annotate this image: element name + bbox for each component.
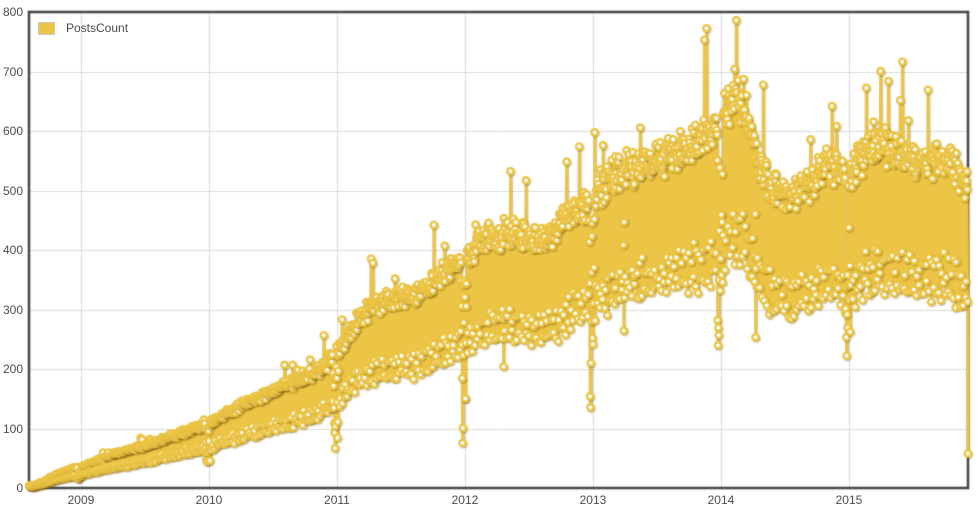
- x-axis-label: 2010: [195, 493, 223, 506]
- legend-label: PostsCount: [66, 21, 129, 35]
- y-axis-label: 800: [2, 5, 23, 19]
- y-axis-label: 200: [2, 362, 23, 376]
- x-axis-label: 2013: [579, 493, 607, 506]
- y-axis-label: 0: [16, 481, 23, 495]
- y-axis-label: 600: [2, 124, 23, 138]
- y-axis-label: 500: [2, 183, 23, 198]
- legend-item-postscount[interactable]: PostsCount: [38, 21, 128, 35]
- x-axis-label: 2011: [324, 493, 350, 506]
- legend-swatch-icon: [38, 21, 55, 35]
- x-axis-label: 2009: [67, 493, 95, 506]
- y-axis-label: 700: [2, 64, 23, 79]
- y-axis-label: 400: [2, 243, 23, 257]
- y-axis-label: 300: [2, 302, 23, 317]
- x-axis-label: 2015: [835, 493, 863, 506]
- y-axis-label: 100: [2, 421, 23, 436]
- x-axis-label: 2014: [707, 493, 735, 506]
- x-axis-label: 2012: [451, 493, 479, 506]
